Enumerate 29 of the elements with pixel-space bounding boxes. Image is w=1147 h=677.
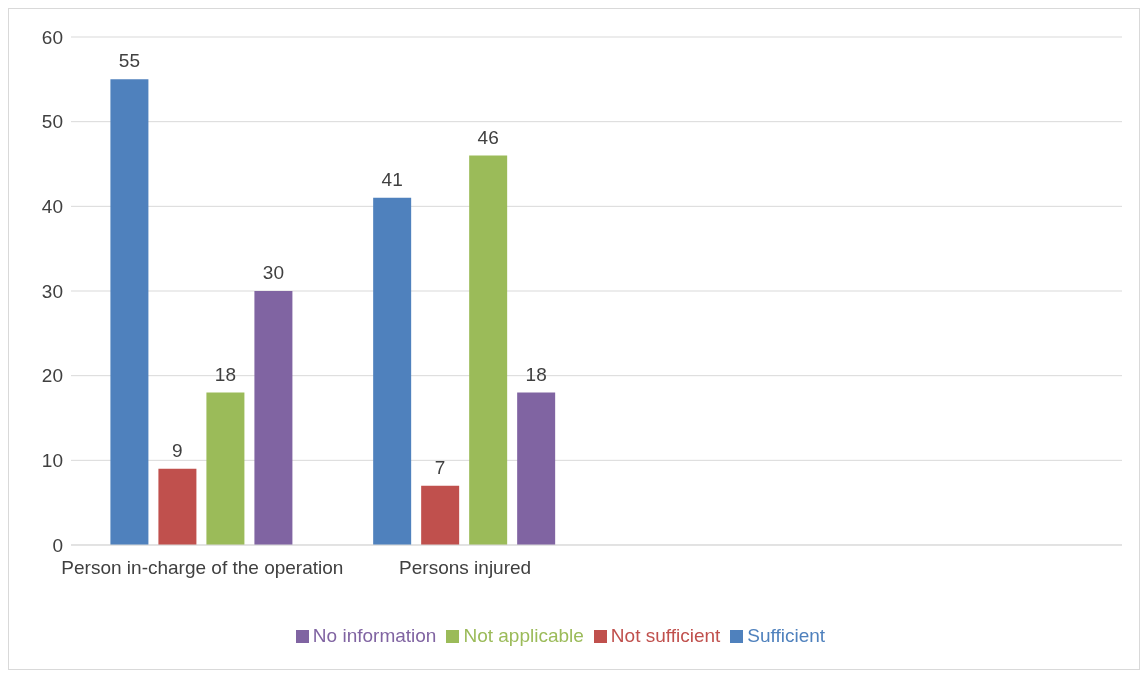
y-tick-label: 40 <box>41 196 63 218</box>
y-tick-label: 20 <box>41 365 63 387</box>
legend-label: Sufficient <box>747 625 826 646</box>
data-label: 18 <box>525 363 547 385</box>
bar <box>517 392 556 545</box>
data-label: 55 <box>118 50 140 72</box>
legend-label: Not sufficient <box>610 625 721 646</box>
bar <box>206 392 245 545</box>
legend-label: Not applicable <box>463 625 584 646</box>
y-tick-label: 50 <box>41 111 63 133</box>
bar <box>254 291 293 545</box>
bar <box>469 155 508 545</box>
data-label: 18 <box>214 363 236 385</box>
bar <box>373 197 412 545</box>
y-tick-label: 10 <box>41 450 63 472</box>
data-label: 41 <box>381 168 403 190</box>
data-label: 46 <box>477 126 499 148</box>
bar <box>421 485 460 545</box>
data-label: 7 <box>434 456 446 478</box>
x-tick-label: Persons injured <box>399 557 532 579</box>
data-label: 9 <box>172 439 183 461</box>
x-tick-label: Person in-charge of the operation <box>61 557 344 579</box>
bar <box>158 468 197 545</box>
y-tick-label: 30 <box>41 280 63 302</box>
legend-label: No information <box>312 625 437 646</box>
bar <box>110 79 149 545</box>
data-label: 30 <box>262 262 284 283</box>
y-tick-label: 60 <box>41 26 63 48</box>
y-tick-label: 0 <box>52 534 63 556</box>
